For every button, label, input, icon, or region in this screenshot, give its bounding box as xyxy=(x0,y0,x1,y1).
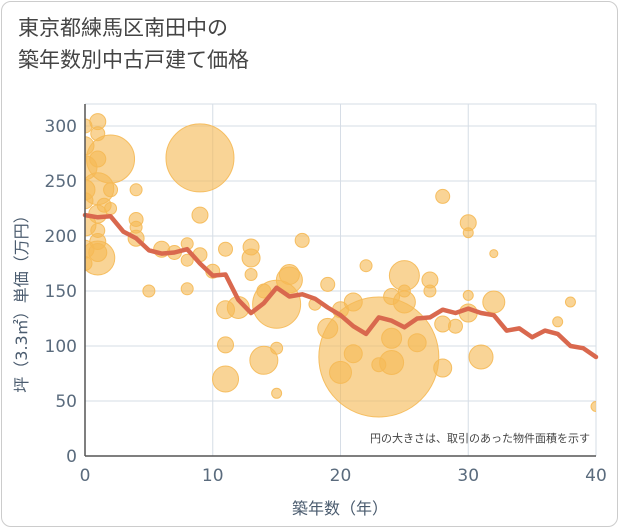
x-tick-label-3: 30 xyxy=(457,466,479,486)
trend-line xyxy=(82,212,599,360)
bubble-69 xyxy=(423,284,437,298)
size-annotation: 円の大きさは、取引のあった物件面積を示す xyxy=(370,431,590,445)
bubble-35 xyxy=(218,241,234,257)
bubble-31 xyxy=(165,123,235,193)
y-tick-label-6: 300 xyxy=(45,117,77,137)
bubble-82 xyxy=(564,296,576,308)
bubble-63 xyxy=(379,350,405,375)
bubble-41 xyxy=(241,248,261,268)
x-tick-labels: 0 10 20 30 40 xyxy=(80,466,607,486)
x-tick-label-0: 0 xyxy=(80,466,91,486)
bubble-37 xyxy=(217,336,235,354)
bubble-71 xyxy=(434,315,452,333)
bubble-38 xyxy=(212,365,240,393)
x-axis-label: 築年数（年） xyxy=(292,499,388,518)
y-tick-label-2: 100 xyxy=(45,337,77,357)
x-tick-label-2: 20 xyxy=(330,466,352,486)
y-tick-label-5: 250 xyxy=(45,172,77,192)
bubble-76 xyxy=(462,289,474,301)
y-tick-labels: 0 50 100 150 200 250 300 xyxy=(45,117,77,467)
bubble-72 xyxy=(433,358,453,378)
bubble-78 xyxy=(468,344,494,370)
bubble-21 xyxy=(129,183,143,197)
bubble-50 xyxy=(294,232,310,248)
bubble-series xyxy=(85,113,596,418)
bubble-49 xyxy=(275,266,303,294)
y-tick-label-3: 150 xyxy=(45,282,77,302)
bubble-80 xyxy=(482,290,506,314)
bubble-42 xyxy=(244,268,258,281)
bubble-81 xyxy=(552,316,564,328)
bubble-67 xyxy=(407,333,427,353)
y-tick-label-1: 50 xyxy=(55,392,77,412)
y-axis-label: 坪（3.3㎡）単価（万円） xyxy=(12,207,31,392)
bubble-25 xyxy=(142,284,156,298)
bubble-44 xyxy=(249,345,279,375)
bubble-32 xyxy=(191,206,209,224)
chart-title: 東京都練馬区南田中の 築年数別中古戸建て価格 xyxy=(18,12,249,76)
bubble-59 xyxy=(318,296,440,418)
y-tick-label-0: 0 xyxy=(66,447,77,467)
bubble-52 xyxy=(320,276,336,292)
bubble-58 xyxy=(359,259,373,273)
bubble-47 xyxy=(271,387,283,399)
bubble-75 xyxy=(462,227,474,239)
y-tick-label-4: 200 xyxy=(45,227,77,247)
chart-title-line-1: 東京都練馬区南田中の xyxy=(18,16,228,40)
bubble-30 xyxy=(180,282,194,296)
bubble-73 xyxy=(447,318,463,334)
bubble-79 xyxy=(489,249,499,259)
bubble-83 xyxy=(590,401,596,412)
x-tick-label-1: 10 xyxy=(202,466,224,486)
chart-title-line-2: 築年数別中古戸建て価格 xyxy=(18,48,249,72)
bubble-70 xyxy=(435,188,451,204)
bubble-18 xyxy=(86,134,136,184)
bubble-16 xyxy=(85,240,116,276)
bubble-66 xyxy=(392,290,416,314)
bubble-29 xyxy=(180,253,194,267)
bubble-20 xyxy=(104,202,118,215)
bubble-46 xyxy=(270,341,284,355)
x-tick-label-4: 40 xyxy=(585,466,607,486)
bubble-62 xyxy=(381,327,403,349)
bubble-19 xyxy=(103,182,119,198)
